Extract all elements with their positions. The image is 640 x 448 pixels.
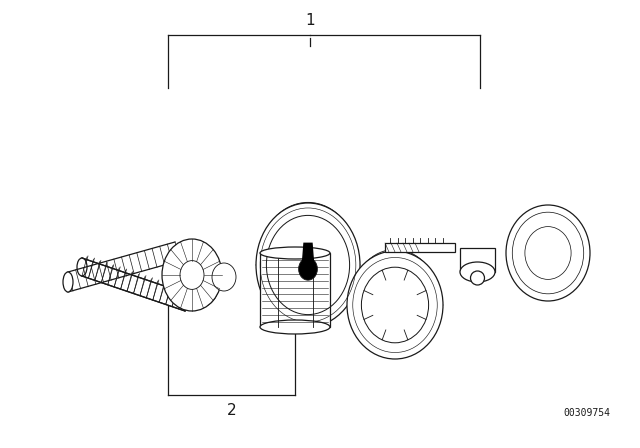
Polygon shape [460,248,495,272]
Ellipse shape [260,202,356,311]
Ellipse shape [299,258,317,280]
Ellipse shape [460,262,495,282]
Ellipse shape [256,203,360,327]
Polygon shape [302,243,314,269]
Text: 2: 2 [227,403,236,418]
Ellipse shape [63,272,73,292]
Ellipse shape [353,250,437,345]
Ellipse shape [176,252,220,308]
Ellipse shape [506,205,590,301]
Polygon shape [260,253,330,327]
Ellipse shape [260,247,330,259]
Polygon shape [68,242,175,292]
Polygon shape [82,258,185,311]
Ellipse shape [470,271,484,285]
Ellipse shape [162,239,222,311]
Ellipse shape [212,263,236,291]
Ellipse shape [347,251,443,359]
Text: 1: 1 [305,13,315,28]
Ellipse shape [77,258,87,276]
Ellipse shape [260,320,330,334]
Polygon shape [385,243,455,252]
Text: 00309754: 00309754 [563,408,610,418]
